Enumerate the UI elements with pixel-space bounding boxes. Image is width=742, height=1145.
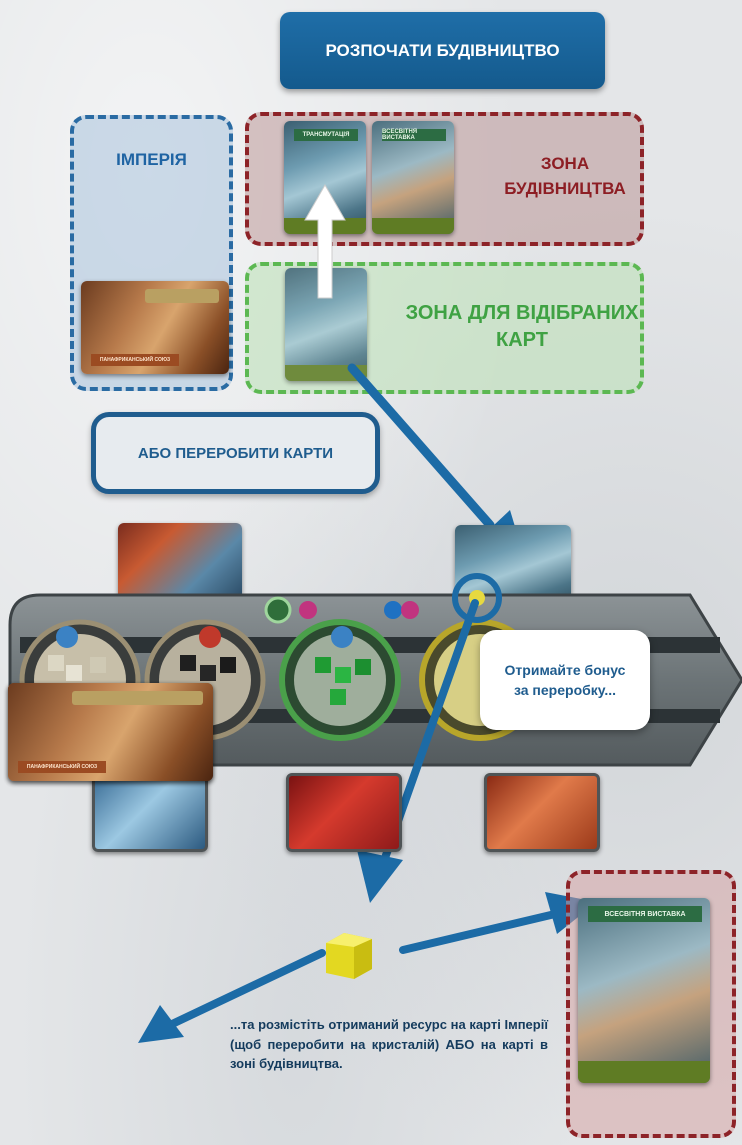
start-construction-label: РОЗПОЧАТИ БУДІВНИЦТВО [325,40,560,60]
card-title: ТРАНСМУТАЦІЯ [294,129,358,141]
card-production-bar [145,289,219,303]
card-production-bar [72,691,203,705]
footer-instructions: ...та розмістіть отриманий ресурс на кар… [230,1017,548,1071]
recycle-button[interactable]: АБО ПЕРЕРОБИТИ КАРТИ [91,412,380,494]
card-title: ВСЕСВІТНЯ ВИСТАВКА [588,906,702,922]
bonus-text: Отримайте бонус за переробку... [504,661,626,698]
start-construction-button[interactable]: РОЗПОЧАТИ БУДІВНИЦТВО [280,12,605,89]
scientists-card[interactable] [92,773,208,852]
card-title: ВСЕСВІТНЯ ВИСТАВКА [382,129,446,141]
card-title: ПАНАФРИКАНСЬКИЙ СОЮЗ [18,761,106,773]
recycle-label: АБО ПЕРЕРОБИТИ КАРТИ [137,444,334,462]
crystal-cube-icon [326,933,372,979]
card-title: ПАНАФРИКАНСЬКИЙ СОЮЗ [91,354,179,366]
card-footer [285,365,367,381]
card-footer [372,218,454,234]
arrow-to-empire-icon [138,949,326,1043]
card-world-fair-large[interactable]: ВСЕСВІТНЯ ВИСТАВКА [578,898,710,1083]
panafrican-small-card[interactable]: ПАНАФРИКАНСЬКИЙ СОЮЗ [8,683,213,781]
arrow-up-icon [304,183,346,299]
card-world-fair[interactable]: ВСЕСВІТНЯ ВИСТАВКА [372,121,454,234]
bonus-bubble: Отримайте бонус за переробку... [480,630,650,730]
construction-zone-label: ЗОНА БУДІВНИЦТВА [504,154,626,198]
arrow-to-crystal-icon [357,599,479,903]
materials-card[interactable] [286,773,402,852]
empire-card-panafrican[interactable]: ПАНАФРИКАНСЬКИЙ СОЮЗ [81,281,229,374]
empire-zone-label: ІМПЕРІЯ [116,150,187,169]
card-footer [578,1061,710,1083]
gold-card[interactable] [484,773,600,852]
drafted-zone-label: ЗОНА ДЛЯ ВІДІБРАНИХ КАРТ [405,302,639,351]
